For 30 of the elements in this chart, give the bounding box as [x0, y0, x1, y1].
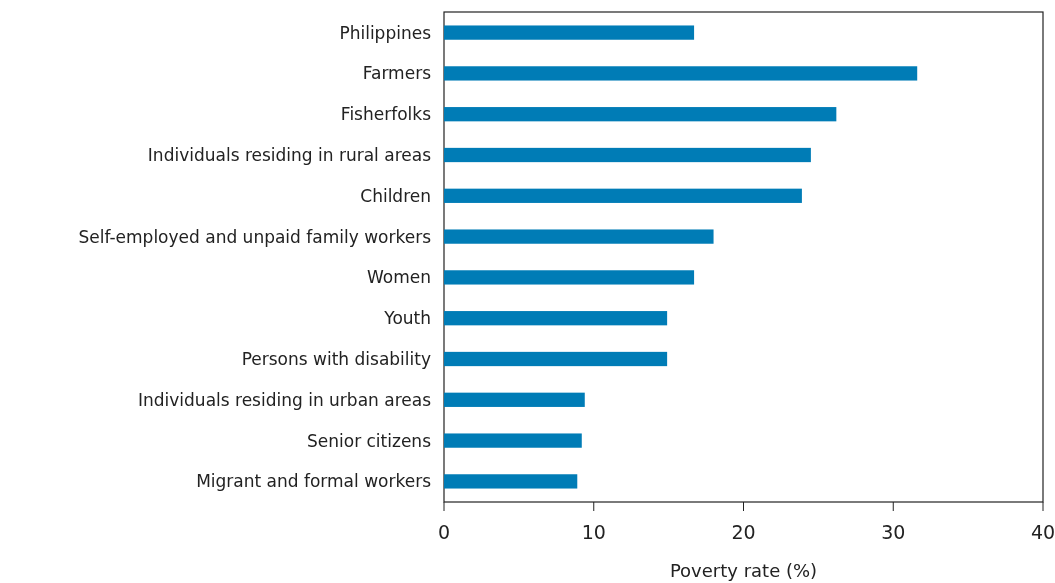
bar	[444, 433, 582, 448]
y-tick-label: Fisherfolks	[340, 104, 432, 125]
y-tick-label: Women	[366, 267, 431, 288]
bar	[444, 311, 668, 326]
x-tick-label: 20	[731, 521, 756, 543]
bar	[444, 25, 695, 40]
y-tick-label: Persons with disability	[241, 348, 431, 369]
bar	[444, 474, 578, 489]
x-tick-label: 10	[581, 521, 606, 543]
x-axis-title: Poverty rate (%)	[669, 560, 818, 581]
bar	[444, 188, 802, 203]
y-tick-label: Individuals residing in urban areas	[137, 389, 432, 410]
y-tick-label: Children	[360, 185, 431, 206]
y-tick-label: Farmers	[362, 63, 432, 84]
x-tick-label: 0	[437, 521, 451, 543]
y-tick-label: Senior citizens	[306, 430, 432, 451]
bar	[444, 351, 668, 367]
bar	[444, 147, 811, 163]
bar	[444, 107, 837, 122]
y-tick-label: Self-employed and unpaid family workers	[78, 226, 432, 247]
x-tick-label: 40	[1030, 521, 1055, 543]
x-tick-label: 30	[881, 521, 906, 543]
y-tick-label: Youth	[383, 308, 431, 329]
bar	[444, 392, 585, 407]
bar	[444, 66, 918, 81]
bar	[444, 270, 695, 285]
y-tick-label: Migrant and formal workers	[196, 471, 432, 492]
y-tick-label: Philippines	[339, 22, 432, 43]
bar	[444, 229, 714, 244]
y-tick-label: Individuals residing in rural areas	[147, 144, 432, 165]
